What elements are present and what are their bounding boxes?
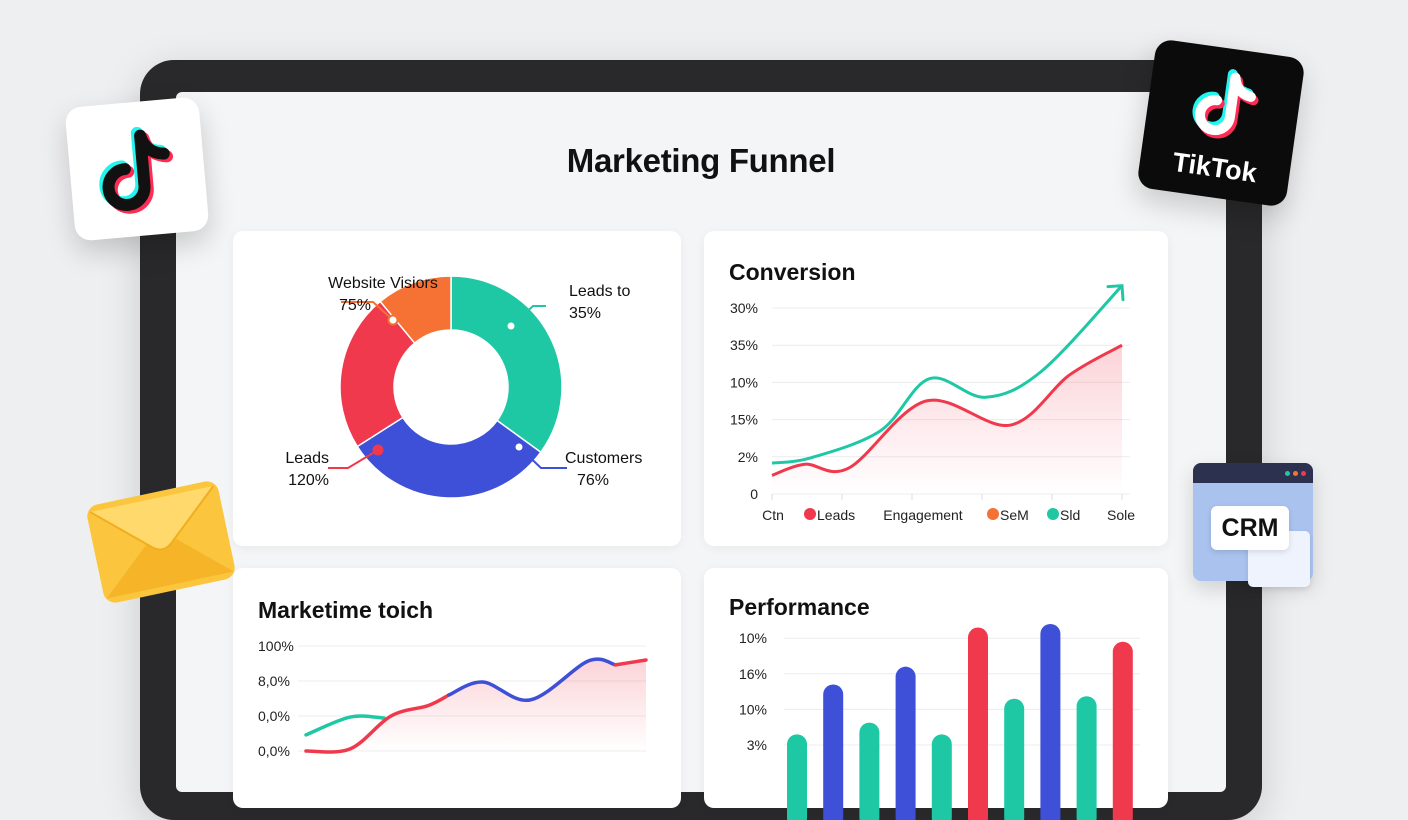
donut-slice	[379, 275, 452, 345]
marketing-touch-card: Marketime toich 0,0% 0,0% 8,0% 100%	[233, 568, 681, 808]
bar	[895, 666, 916, 820]
leader-dot	[387, 314, 399, 326]
y-tick-label: 3%	[747, 737, 767, 753]
y-tick-label: 35%	[730, 337, 758, 353]
slice-label: Customers	[565, 450, 642, 467]
slice-label: Website Visiors	[328, 275, 438, 292]
slice-value: 120%	[288, 472, 329, 489]
y-tick-label: 0,0%	[258, 743, 290, 759]
bar	[823, 684, 844, 820]
bar	[968, 627, 988, 820]
leader-dot	[372, 444, 384, 456]
y-tick-label: 10%	[739, 701, 767, 717]
y-tick-label: 8,0%	[258, 673, 290, 689]
x-tick-label: Sole	[1107, 507, 1135, 523]
slice-label: Leads	[285, 450, 329, 467]
legend-dot	[987, 508, 999, 520]
slice-value: 76%	[577, 472, 609, 489]
donut-slice	[450, 275, 563, 454]
performance-card: Performance 3% 10% 16% 10%	[704, 568, 1168, 820]
page-title: Marketing Funnel	[566, 142, 836, 179]
slice-value: 35%	[569, 305, 601, 322]
leader-line	[328, 449, 379, 469]
y-tick-label: 30%	[730, 300, 758, 316]
series-line	[771, 343, 1123, 477]
tiktok-badge: TikTok	[1136, 38, 1306, 208]
y-tick-label: 10%	[730, 374, 758, 390]
donut-chart: Leads to 35% Customers 76% Leads 120% Website …	[285, 275, 642, 499]
bar	[1076, 696, 1097, 820]
series-area	[306, 659, 646, 753]
y-tick-label: 15%	[730, 412, 758, 428]
slice-value: 75%	[339, 297, 371, 314]
trend-arrow-icon	[1106, 284, 1125, 302]
marketing-touch-title: Marketime toich	[258, 597, 434, 623]
series-line	[447, 657, 618, 702]
leader-line	[510, 305, 546, 327]
bar	[1112, 641, 1133, 820]
y-tick-label: 0	[750, 486, 758, 502]
crm-window-icon: CRM	[1193, 463, 1313, 587]
x-tick-label: Sld	[1060, 507, 1080, 523]
tiktok-logo-icon	[1192, 69, 1259, 139]
bar	[1040, 623, 1061, 820]
y-tick-label: 2%	[738, 449, 758, 465]
bar	[1004, 698, 1025, 820]
leader-dot	[513, 441, 525, 453]
crm-label: CRM	[1211, 506, 1289, 550]
marketing-touch-chart: 0,0% 0,0% 8,0% 100%	[258, 638, 648, 759]
series-line	[304, 714, 386, 737]
y-tick-label: 0,0%	[258, 708, 290, 724]
y-tick-label: 100%	[258, 638, 294, 654]
series-line	[613, 658, 648, 667]
leader-line	[518, 446, 567, 469]
conversion-title: Conversion	[729, 259, 856, 285]
x-tick-label: SeM	[1000, 507, 1029, 523]
y-tick-label: 10%	[739, 630, 767, 646]
y-tick-label: 16%	[739, 666, 767, 682]
conversion-chart: 0 2% 15% 10% 35% 30% Ctn Leads Engagement SeM Sld S…	[730, 284, 1135, 523]
series-line	[304, 693, 451, 754]
x-tick-label: Engagement	[883, 507, 963, 523]
envelope-icon	[83, 477, 240, 607]
x-tick-label: Leads	[817, 507, 855, 523]
slice-label: Leads to	[569, 283, 630, 300]
leader-dot	[505, 320, 517, 332]
conversion-card: Conversion 0 2% 15% 10% 35% 30% Ctn Leads Engage…	[704, 231, 1168, 546]
funnel-donut-card: Leads to 35% Customers 76% Leads 120% Website …	[233, 231, 681, 546]
leader-line	[341, 301, 394, 321]
series-area	[772, 345, 1122, 494]
bar	[859, 722, 880, 820]
performance-title: Performance	[729, 594, 870, 620]
series-line	[771, 284, 1124, 465]
bar	[787, 734, 807, 820]
tiktok-logo-icon	[64, 96, 210, 242]
bar	[931, 734, 952, 820]
x-tick-label: Ctn	[762, 507, 784, 523]
legend-dot	[804, 508, 816, 520]
legend-dot	[1047, 508, 1059, 520]
performance-chart: 3% 10% 16% 10%	[739, 623, 1140, 820]
